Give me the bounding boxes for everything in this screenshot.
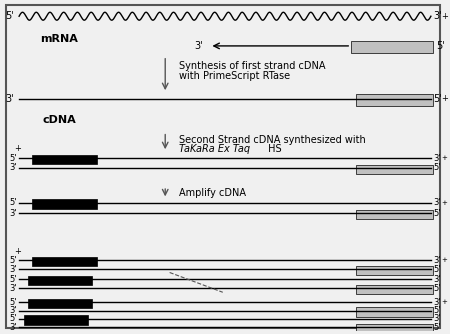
Text: 5': 5' (9, 314, 17, 323)
Text: +: + (441, 94, 448, 103)
Text: 5': 5' (5, 11, 14, 21)
Text: 3': 3' (9, 209, 17, 218)
Text: 3': 3' (433, 298, 441, 307)
Text: 5': 5' (433, 94, 442, 104)
Bar (356, 165, 433, 174)
Text: 5': 5' (9, 298, 17, 307)
Text: 5': 5' (433, 284, 441, 293)
Bar (356, 94, 433, 106)
Text: Second Strand cDNA synthesized with: Second Strand cDNA synthesized with (179, 135, 365, 145)
Text: 3': 3' (433, 11, 442, 21)
Text: +: + (441, 257, 447, 263)
Text: 5': 5' (9, 275, 17, 284)
Text: +: + (441, 299, 447, 305)
Text: +: + (14, 246, 21, 256)
Bar (356, 210, 433, 219)
Text: +: + (441, 155, 447, 161)
Text: 5': 5' (433, 306, 441, 315)
Text: 3': 3' (433, 154, 441, 163)
Text: 3': 3' (9, 265, 17, 274)
Text: 5': 5' (433, 323, 441, 332)
Text: 3': 3' (9, 163, 17, 172)
Bar (28, 276, 92, 285)
Text: 3': 3' (9, 284, 17, 293)
Text: cDNA: cDNA (42, 115, 76, 125)
Bar (32, 155, 97, 164)
Bar (356, 266, 433, 275)
Bar (32, 199, 97, 208)
Bar (356, 308, 433, 317)
Text: 3': 3' (433, 198, 441, 207)
Text: 5': 5' (9, 198, 17, 207)
Bar (32, 257, 97, 266)
Text: TaKaRa Ex Taq: TaKaRa Ex Taq (179, 144, 250, 154)
Bar (351, 41, 433, 53)
Text: 3': 3' (194, 41, 203, 51)
Text: with PrimeScript RTase: with PrimeScript RTase (179, 70, 290, 80)
Text: 5': 5' (9, 154, 17, 163)
Text: mRNA: mRNA (40, 34, 78, 44)
Text: 3': 3' (5, 94, 14, 104)
Bar (356, 285, 433, 294)
Text: 3': 3' (9, 323, 17, 332)
Text: +: + (441, 200, 447, 205)
Text: 5': 5' (433, 163, 441, 172)
Text: 3': 3' (433, 275, 441, 284)
Bar (28, 299, 92, 308)
Text: Synthesis of first strand cDNA: Synthesis of first strand cDNA (179, 61, 325, 71)
Text: +: + (14, 144, 21, 153)
Text: 3': 3' (433, 256, 441, 265)
Text: 3': 3' (433, 314, 441, 323)
Bar (356, 324, 433, 333)
Bar (23, 315, 88, 325)
Text: 5': 5' (436, 41, 446, 51)
Text: Amplify cDNA: Amplify cDNA (179, 188, 246, 198)
Text: +: + (441, 12, 448, 21)
Text: HS: HS (265, 144, 281, 154)
Text: 5': 5' (9, 256, 17, 265)
Text: 5': 5' (433, 265, 441, 274)
Text: 5': 5' (433, 209, 441, 218)
Text: 3': 3' (9, 306, 17, 315)
